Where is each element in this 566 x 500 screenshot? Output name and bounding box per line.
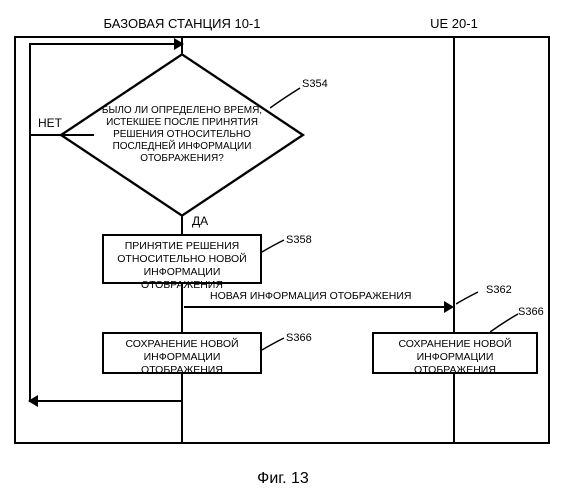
loop-top-arrowhead — [174, 38, 184, 50]
s366-right-box: СОХРАНЕНИЕ НОВОЙ ИНФОРМАЦИИ ОТОБРАЖЕНИЯ — [372, 332, 538, 374]
s354-tag: S354 — [302, 78, 328, 90]
s358-text: ПРИНЯТИЕ РЕШЕНИЯ ОТНОСИТЕЛЬНО НОВОЙ ИНФО… — [117, 240, 246, 291]
message-line — [184, 306, 446, 308]
s366-right-tag: S366 — [518, 306, 544, 318]
s358-tag: S358 — [286, 234, 312, 246]
no-branch-line — [30, 134, 94, 136]
figure-caption: Фиг. 13 — [0, 470, 566, 488]
s362-tag: S362 — [486, 284, 512, 296]
ue-lifeline — [453, 36, 455, 444]
s366-right-text: СОХРАНЕНИЕ НОВОЙ ИНФОРМАЦИИ ОТОБРАЖЕНИЯ — [398, 338, 511, 376]
s362-leader — [456, 290, 484, 308]
message-arrowhead — [444, 301, 454, 313]
decision-text: БЫЛО ЛИ ОПРЕДЕЛЕНО ВРЕМЯ, ИСТЕКШЕЕ ПОСЛЕ… — [92, 105, 272, 165]
s366-left-box: СОХРАНЕНИЕ НОВОЙ ИНФОРМАЦИИ ОТОБРАЖЕНИЯ — [102, 332, 262, 374]
loop-bottom-arrowhead — [28, 395, 38, 407]
loop-top-line — [30, 43, 182, 45]
ue-lifeline-label: UE 20-1 — [414, 16, 494, 31]
no-label: НЕТ — [38, 116, 62, 130]
s366-left-tag: S366 — [286, 332, 312, 344]
loop-bottom-line — [30, 400, 183, 402]
loop-left-vertical — [29, 43, 31, 402]
yes-label: ДА — [192, 214, 208, 228]
s358-box: ПРИНЯТИЕ РЕШЕНИЯ ОТНОСИТЕЛЬНО НОВОЙ ИНФО… — [102, 234, 262, 284]
s366-left-text: СОХРАНЕНИЕ НОВОЙ ИНФОРМАЦИИ ОТОБРАЖЕНИЯ — [125, 338, 238, 376]
bs-lifeline-label: БАЗОВАЯ СТАНЦИЯ 10-1 — [90, 16, 274, 31]
message-text: НОВАЯ ИНФОРМАЦИЯ ОТОБРАЖЕНИЯ — [210, 290, 412, 302]
